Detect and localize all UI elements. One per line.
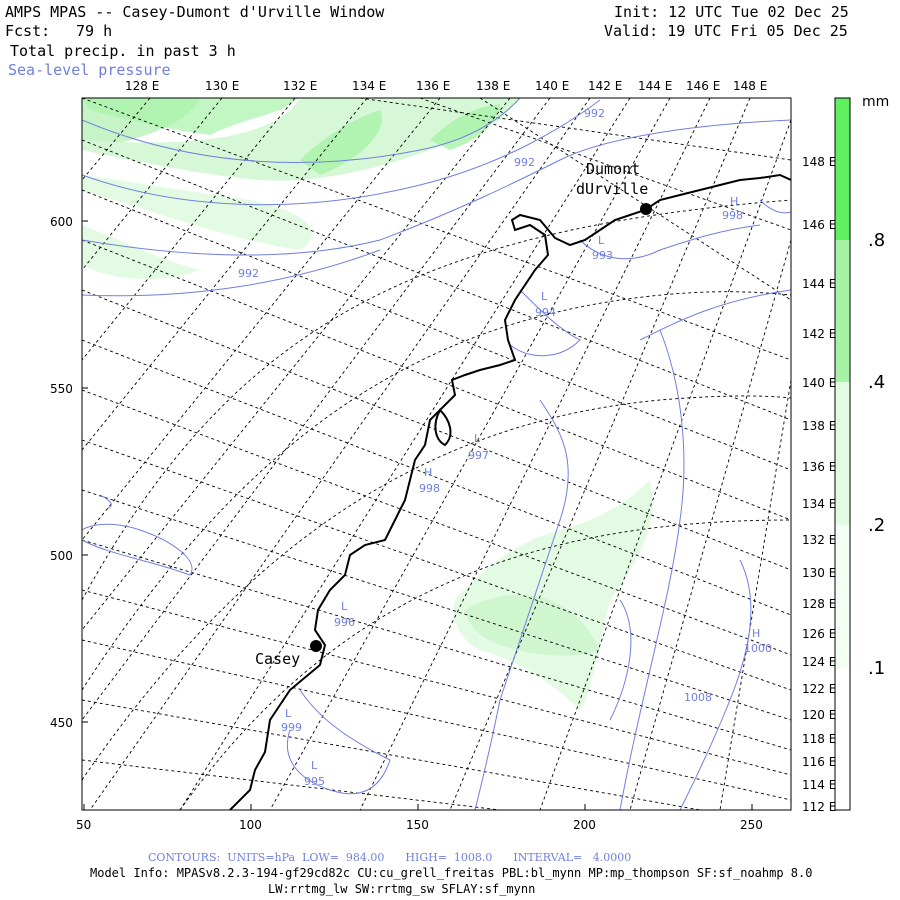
low-marker: L (311, 759, 318, 772)
top-lon-label: 128 E (125, 79, 159, 93)
contour-label: 996 (334, 616, 355, 629)
right-lon-label: 148 E (802, 155, 836, 169)
right-lon-label: 144 E (802, 277, 836, 291)
left-tick-label: 600 (50, 215, 73, 229)
left-tick-label: 550 (50, 382, 73, 396)
top-lon-label: 140 E (535, 79, 569, 93)
top-lon-label: 142 E (588, 79, 622, 93)
contour-label: 993 (592, 249, 613, 262)
top-lon-label: 136 E (416, 79, 450, 93)
colorbar-band-01 (835, 525, 850, 668)
right-lon-label: 114 E (802, 778, 836, 792)
bottom-tick-label: 250 (740, 818, 763, 832)
top-lon-label: 138 E (476, 79, 510, 93)
colorbar-label-08: .8 (868, 230, 885, 251)
right-lon-label: 136 E (802, 460, 836, 474)
right-lon-label: 116 E (802, 755, 836, 769)
model-schemes: LW:rrtmg_lw SW:rrtmg_sw SFLAY:sf_mynn (268, 882, 536, 896)
right-lon-label: 140 E (802, 376, 836, 390)
contour-label: 995 (304, 775, 325, 788)
colorbar-band-02 (835, 382, 850, 525)
contour-label: 992 (584, 107, 605, 120)
contour-label: 1000 (744, 642, 772, 655)
bottom-tick-label: 50 (76, 818, 91, 832)
right-longitude-labels: 148 E 146 E 144 E 142 E 140 E 138 E 136 … (802, 155, 836, 814)
slp-contours (82, 98, 791, 810)
left-axis: 600 550 500 450 (50, 215, 88, 730)
colorbar-label-04: .4 (868, 372, 885, 393)
bottom-tick-label: 150 (406, 818, 429, 832)
field-slp-label: Sea-level pressure (8, 61, 171, 79)
right-lon-label: 128 E (802, 597, 836, 611)
contour-label: 994 (535, 306, 556, 319)
low-marker: L (285, 707, 292, 720)
high-marker: H (752, 627, 760, 640)
colorbar-label-02: .2 (868, 515, 885, 536)
top-lon-label: 146 E (686, 79, 720, 93)
contour-labels: 992 992 992 H 998 L 993 L 994 L 997 H 99… (238, 107, 772, 788)
right-lon-label: 124 E (802, 655, 836, 669)
casey-station-marker[interactable] (310, 640, 322, 652)
map-title: AMPS MPAS -- Casey-Dumont d'Urville Wind… (5, 3, 385, 21)
contour-label: 997 (468, 449, 489, 462)
top-lon-label: 134 E (352, 79, 386, 93)
dumont-durville-label-line2: dUrville (576, 180, 648, 198)
low-marker: L (474, 432, 481, 445)
top-lon-label: 132 E (283, 79, 317, 93)
colorbar-label-01: .1 (868, 658, 885, 679)
right-lon-label: 142 E (802, 327, 836, 341)
colorbar-band-04 (835, 240, 850, 382)
contour-label: 998 (722, 209, 743, 222)
right-lon-label: 138 E (802, 419, 836, 433)
right-lon-label: 126 E (802, 627, 836, 641)
right-lon-label: 146 E (802, 218, 836, 232)
low-marker: L (541, 290, 548, 303)
top-lon-label: 148 E (733, 79, 767, 93)
bottom-tick-label: 100 (239, 818, 262, 832)
forecast-label: Fcst: (5, 22, 51, 40)
low-marker: L (341, 600, 348, 613)
valid-time: Valid: 19 UTC Fri 05 Dec 25 (604, 22, 848, 40)
model-info: Model Info: MPASv8.2.3-194-gf29cd82c CU:… (90, 866, 813, 880)
right-lon-label: 118 E (802, 732, 836, 746)
colorbar-unit: mm (862, 94, 889, 110)
top-lon-label: 130 E (205, 79, 239, 93)
right-lon-label: 130 E (802, 566, 836, 580)
bottom-axis: 50 100 150 200 250 (76, 804, 763, 832)
left-tick-label: 450 (50, 716, 73, 730)
contours-info: CONTOURS: UNITS=hPa LOW= 984.00 HIGH= 10… (148, 851, 632, 864)
right-lon-label: 132 E (802, 533, 836, 547)
init-time: Init: 12 UTC Tue 02 Dec 25 (614, 3, 849, 21)
plot-frame (81, 97, 792, 811)
contour-label: 998 (419, 482, 440, 495)
top-lon-label: 144 E (638, 79, 672, 93)
coastline (229, 173, 791, 810)
field-precip-label: Total precip. in past 3 h (10, 42, 236, 60)
high-marker: H (424, 466, 432, 479)
right-lon-label: 112 E (802, 800, 836, 814)
colorbar: mm .8 .4 .2 .1 (834, 94, 889, 811)
colorbar-band-0 (835, 668, 850, 810)
contour-label: 992 (514, 156, 535, 169)
colorbar-band-08 (835, 98, 850, 240)
casey-label: Casey (255, 650, 300, 668)
high-marker: H (730, 195, 738, 208)
dumont-durville-station-marker[interactable] (640, 203, 652, 215)
contour-label: 992 (238, 267, 259, 280)
contour-label: 999 (281, 721, 302, 734)
dumont-durville-label-line1: Dumont (586, 160, 640, 178)
forecast-hour: 79 h (76, 22, 113, 40)
low-marker: L (598, 234, 605, 247)
graticule (82, 98, 791, 810)
precip-shading (82, 98, 653, 710)
bottom-tick-label: 200 (573, 818, 596, 832)
top-longitude-labels: 128 E 130 E 132 E 134 E 136 E 138 E 140 … (125, 79, 767, 93)
right-lon-label: 122 E (802, 682, 836, 696)
right-lon-label: 134 E (802, 497, 836, 511)
left-tick-label: 500 (50, 549, 73, 563)
right-lon-label: 120 E (802, 708, 836, 722)
contour-label: 1008 (684, 691, 712, 704)
